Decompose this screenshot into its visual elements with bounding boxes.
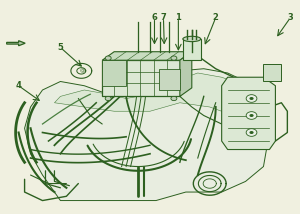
- Circle shape: [171, 56, 177, 60]
- Polygon shape: [102, 60, 126, 86]
- Circle shape: [105, 96, 111, 101]
- Polygon shape: [54, 73, 263, 132]
- Polygon shape: [222, 77, 275, 150]
- Circle shape: [171, 96, 177, 101]
- Text: 3: 3: [287, 13, 293, 22]
- Polygon shape: [102, 52, 192, 60]
- Polygon shape: [102, 60, 180, 96]
- Text: 5: 5: [58, 43, 63, 52]
- Polygon shape: [263, 64, 281, 82]
- Polygon shape: [7, 41, 25, 46]
- Text: @: @: [79, 68, 85, 73]
- Circle shape: [246, 112, 257, 119]
- Polygon shape: [159, 69, 180, 90]
- Polygon shape: [25, 69, 269, 201]
- Text: 1: 1: [176, 13, 181, 22]
- Text: 2: 2: [213, 13, 219, 22]
- Circle shape: [249, 114, 254, 117]
- Polygon shape: [180, 52, 192, 96]
- Text: 4: 4: [16, 81, 22, 90]
- Text: 6: 6: [152, 13, 158, 22]
- Circle shape: [246, 129, 257, 136]
- Circle shape: [249, 97, 254, 100]
- Polygon shape: [183, 39, 201, 60]
- Circle shape: [105, 56, 111, 60]
- Circle shape: [246, 95, 257, 102]
- Circle shape: [249, 131, 254, 134]
- Text: 7: 7: [160, 13, 166, 22]
- Ellipse shape: [183, 36, 201, 42]
